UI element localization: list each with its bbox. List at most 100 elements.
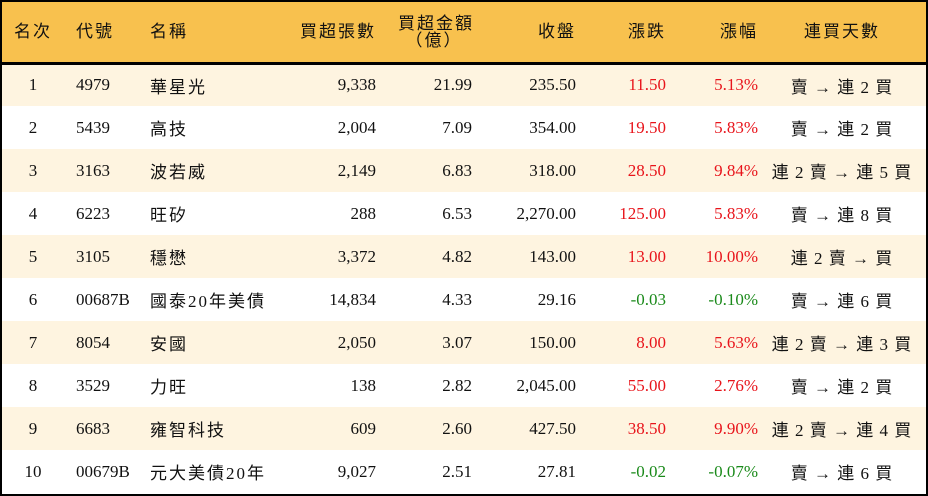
cell-net-buy-lots: 609 — [350, 418, 377, 438]
cell-net-buy-amount: 6.83 — [442, 160, 472, 180]
table-row: 6 00687B 國泰20年美債 14,834 4.33 29.16 -0.03… — [2, 278, 926, 321]
table-row: 1 4979 華星光 9,338 21.99 235.50 11.50 5.13… — [2, 63, 926, 106]
cell-name: 旺矽 — [150, 206, 188, 225]
cell-streak: 賣 → 連 6 買 — [790, 464, 894, 483]
cell-close: 150.00 — [529, 332, 576, 352]
cell-code: 6223 — [76, 203, 110, 223]
header-streak: 連買天數 — [804, 22, 880, 42]
cell-change-pct: -0.10% — [708, 289, 758, 309]
cell-code: 8054 — [76, 332, 110, 352]
table-header: 名次 代號 名稱 買超張數 買超金額 （億） 收盤 漲跌 漲幅 連買天數 — [2, 2, 926, 63]
cell-change-pct: 2.76% — [714, 375, 758, 395]
cell-code: 3529 — [76, 375, 110, 395]
cell-change-pct: 5.83% — [714, 203, 758, 223]
cell-streak: 賣 → 連 2 買 — [790, 77, 894, 97]
cell-change-pct: -0.07% — [708, 461, 758, 481]
cell-name: 元大美債20年 — [150, 464, 266, 483]
cell-change-pct: 5.83% — [714, 117, 758, 137]
cell-close: 427.50 — [529, 418, 576, 438]
cell-net-buy-amount: 4.82 — [442, 246, 472, 266]
cell-name: 雍智科技 — [150, 421, 226, 440]
cell-net-buy-amount: 7.09 — [442, 117, 472, 137]
cell-code: 00679B — [76, 461, 130, 481]
cell-change-pct: 5.63% — [714, 332, 758, 352]
cell-code: 00687B — [76, 289, 130, 309]
cell-name: 安國 — [150, 335, 188, 354]
header-name: 名稱 — [150, 22, 188, 42]
cell-streak: 連 2 賣 → 連 4 買 — [771, 421, 913, 440]
cell-close: 2,270.00 — [516, 203, 577, 223]
cell-code: 3105 — [76, 246, 110, 266]
cell-close: 318.00 — [529, 160, 576, 180]
cell-close: 354.00 — [529, 117, 576, 137]
cell-net-buy-amount: 6.53 — [442, 203, 472, 223]
cell-code: 6683 — [76, 418, 110, 438]
table-row: 4 6223 旺矽 288 6.53 2,270.00 125.00 5.83%… — [2, 192, 926, 235]
header-net-buy-lots: 買超張數 — [300, 22, 376, 42]
cell-name: 穩懋 — [150, 249, 188, 268]
cell-rank: 7 — [28, 332, 38, 352]
cell-streak: 賣 → 連 8 買 — [790, 206, 894, 225]
cell-rank: 2 — [28, 117, 38, 137]
cell-rank: 1 — [28, 75, 38, 95]
cell-change: 125.00 — [619, 203, 666, 223]
cell-net-buy-amount: 2.51 — [442, 461, 472, 481]
header-change-pct: 漲幅 — [720, 22, 758, 42]
cell-streak: 連 2 賣 → 連 5 買 — [771, 163, 913, 182]
cell-streak: 賣 → 連 2 買 — [790, 120, 894, 139]
cell-net-buy-amount: 3.07 — [442, 332, 472, 352]
cell-name: 國泰20年美債 — [150, 292, 266, 311]
cell-name: 高技 — [150, 120, 188, 139]
cell-code: 4979 — [76, 75, 110, 95]
cell-rank: 6 — [28, 289, 38, 309]
header-close: 收盤 — [538, 22, 576, 42]
cell-streak: 連 2 賣 → 連 3 買 — [771, 335, 913, 354]
table-row: 7 8054 安國 2,050 3.07 150.00 8.00 5.63% 連… — [2, 321, 926, 364]
cell-net-buy-lots: 138 — [350, 375, 377, 395]
header-code: 代號 — [76, 22, 114, 42]
cell-net-buy-lots: 2,050 — [337, 332, 376, 352]
cell-change: 19.50 — [627, 117, 666, 137]
cell-code: 3163 — [76, 160, 110, 180]
cell-name: 波若威 — [150, 163, 207, 182]
cell-change: 11.50 — [628, 75, 666, 95]
cell-rank: 9 — [28, 418, 38, 438]
cell-net-buy-lots: 2,004 — [337, 117, 376, 137]
header-change: 漲跌 — [628, 22, 666, 42]
cell-net-buy-lots: 9,338 — [337, 75, 376, 95]
header-rank: 名次 — [14, 22, 52, 42]
cell-change-pct: 9.90% — [714, 418, 758, 438]
cell-rank: 5 — [28, 246, 38, 266]
cell-net-buy-lots: 3,372 — [337, 246, 376, 266]
header-net-buy-amount-line1: 買超金額 — [398, 13, 474, 33]
cell-streak: 賣 → 連 6 買 — [790, 292, 894, 311]
cell-rank: 10 — [24, 461, 42, 481]
cell-name: 力旺 — [150, 378, 188, 397]
cell-change: -0.02 — [630, 461, 666, 481]
cell-rank: 4 — [28, 203, 38, 223]
header-net-buy-amount: 買超金額 （億） — [376, 2, 476, 63]
cell-close: 27.81 — [537, 461, 576, 481]
cell-close: 2,045.00 — [516, 375, 577, 395]
cell-net-buy-amount: 4.33 — [442, 289, 472, 309]
cell-change: 55.00 — [627, 375, 666, 395]
table-row: 2 5439 高技 2,004 7.09 354.00 19.50 5.83% … — [2, 106, 926, 149]
cell-net-buy-lots: 14,834 — [329, 289, 376, 309]
cell-close: 235.50 — [529, 75, 576, 95]
table-row: 9 6683 雍智科技 609 2.60 427.50 38.50 9.90% … — [2, 407, 926, 450]
cell-net-buy-lots: 2,149 — [337, 160, 376, 180]
cell-net-buy-lots: 9,027 — [337, 461, 376, 481]
cell-change: 8.00 — [636, 332, 666, 352]
cell-streak: 連 2 賣 → 買 — [790, 249, 894, 268]
table-row: 3 3163 波若威 2,149 6.83 318.00 28.50 9.84%… — [2, 149, 926, 192]
cell-name: 華星光 — [150, 77, 207, 97]
table-row: 8 3529 力旺 138 2.82 2,045.00 55.00 2.76% … — [2, 364, 926, 407]
cell-streak: 賣 → 連 2 買 — [790, 378, 894, 397]
cell-change: 38.50 — [627, 418, 666, 438]
cell-change-pct: 10.00% — [705, 246, 758, 266]
cell-change-pct: 5.13% — [714, 75, 758, 95]
table-row: 10 00679B 元大美債20年 9,027 2.51 27.81 -0.02… — [2, 450, 926, 493]
cell-rank: 3 — [28, 160, 38, 180]
cell-change: -0.03 — [630, 289, 666, 309]
